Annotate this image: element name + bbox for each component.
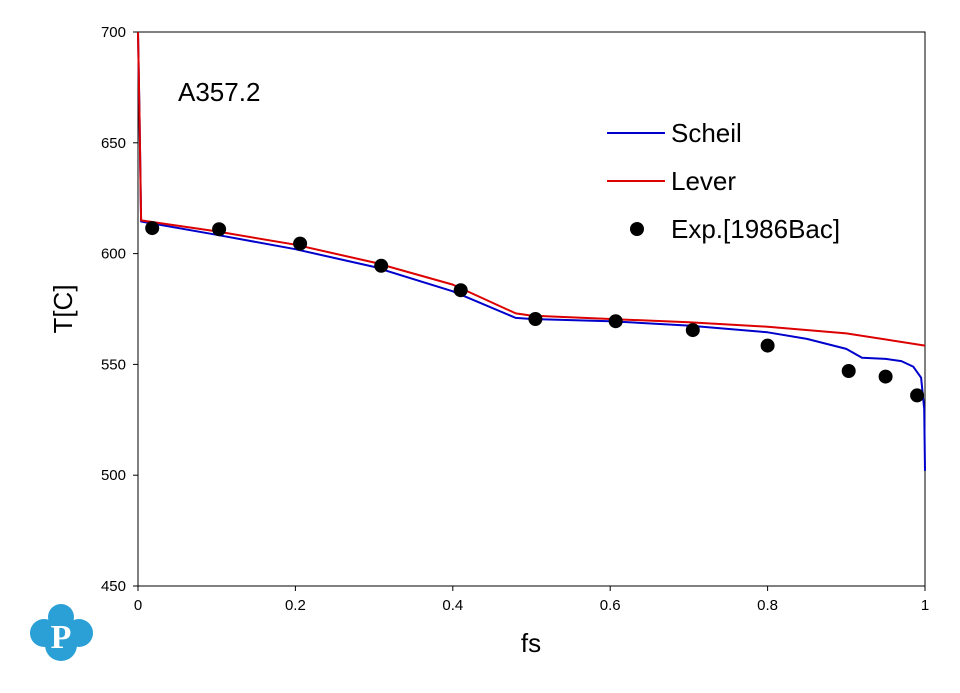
data-point-exp-1986bac xyxy=(910,388,925,403)
legend: Scheil Lever Exp.[1986Bac] xyxy=(607,118,840,244)
x-tick-label: 0.4 xyxy=(442,597,463,614)
x-tick-label: 0.8 xyxy=(757,597,778,614)
data-point-exp-1986bac xyxy=(608,314,623,329)
logo-letter: P xyxy=(51,619,72,656)
x-axis-title: fs xyxy=(521,628,541,658)
y-axis-title: T[C] xyxy=(48,284,78,333)
legend-label-exp: Exp.[1986Bac] xyxy=(671,214,840,244)
y-tick-label: 450 xyxy=(101,578,126,595)
plot-area xyxy=(137,31,926,587)
x-axis-ticks: 0 0.2 0.4 0.6 0.8 1 xyxy=(134,586,929,614)
data-point-exp-1986bac xyxy=(145,221,160,236)
data-point-exp-1986bac xyxy=(374,258,389,273)
data-point-exp-1986bac xyxy=(685,323,700,338)
x-tick-label: 0.2 xyxy=(285,597,306,614)
pandat-logo: P xyxy=(30,604,93,661)
annotation-label: A357.2 xyxy=(178,77,260,107)
plot-frame xyxy=(137,31,926,587)
data-point-exp-1986bac xyxy=(293,236,308,251)
y-tick-label: 600 xyxy=(101,246,126,263)
series-layer xyxy=(137,31,926,471)
y-tick-label: 700 xyxy=(101,24,126,41)
y-tick-label: 550 xyxy=(101,356,126,373)
x-tick-label: 0.6 xyxy=(600,597,621,614)
y-axis-ticks: 450 500 550 600 650 700 xyxy=(101,24,138,595)
legend-marker-exp xyxy=(630,222,644,236)
data-point-exp-1986bac xyxy=(453,283,468,298)
data-point-exp-1986bac xyxy=(878,369,893,384)
legend-label-scheil: Scheil xyxy=(671,118,742,148)
x-tick-label: 0 xyxy=(134,597,142,614)
y-tick-label: 500 xyxy=(101,467,126,484)
data-point-exp-1986bac xyxy=(528,312,543,326)
data-point-exp-1986bac xyxy=(760,338,775,353)
y-tick-label: 650 xyxy=(101,135,126,152)
x-tick-label: 1 xyxy=(921,597,929,614)
data-point-exp-1986bac xyxy=(841,364,856,378)
legend-label-lever: Lever xyxy=(671,166,736,196)
data-point-exp-1986bac xyxy=(212,222,227,237)
